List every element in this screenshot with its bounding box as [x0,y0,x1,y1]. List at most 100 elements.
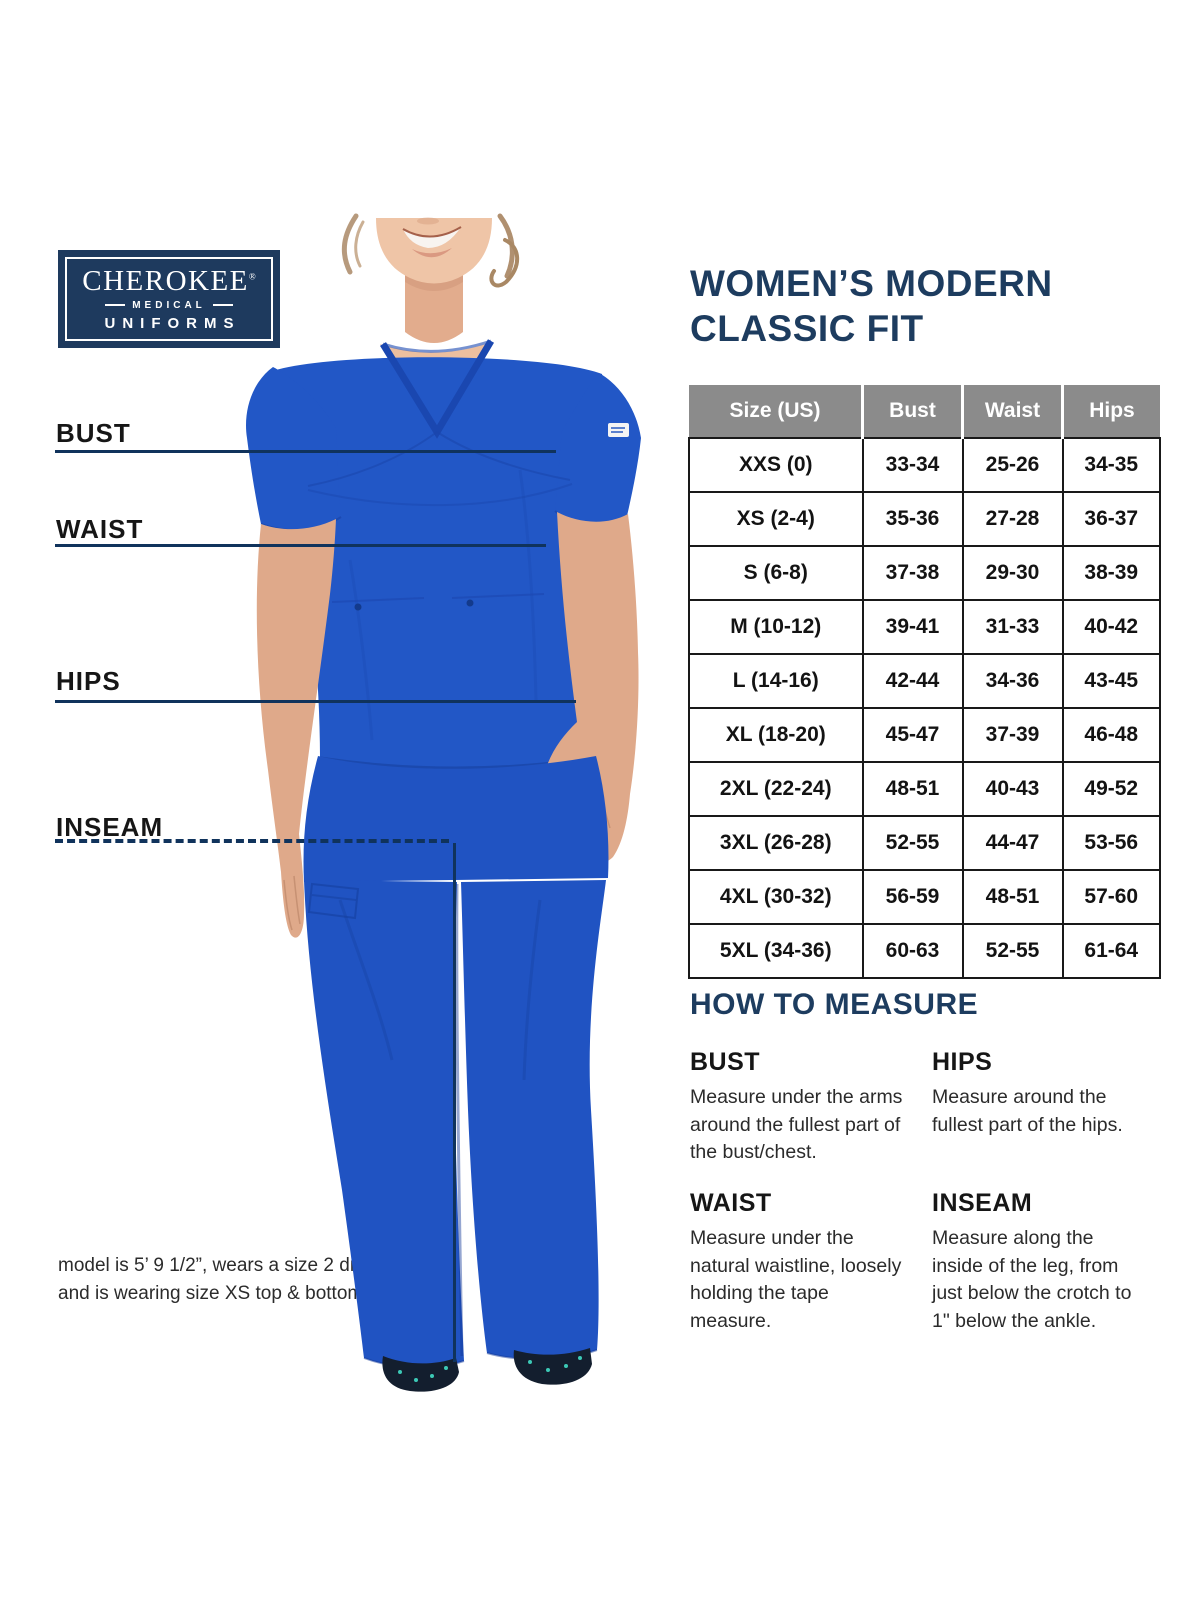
page-title: WOMEN’S MODERN CLASSIC FIT [690,263,1053,349]
scrub-pants [303,756,609,1369]
measure-body: Measure along the inside of the leg, fro… [932,1227,1132,1333]
bust-label: BUST [56,418,131,448]
size-cell: 5XL (34-36) [688,923,864,979]
waist-cell: 37-39 [961,707,1064,763]
logo-left-dash [105,304,126,306]
hips-cell: 57-60 [1061,869,1161,925]
waist-label: WAIST [56,514,144,544]
waist-cell: 34-36 [961,653,1064,709]
measure-body: Measure under the arms around the fulles… [690,1086,903,1164]
smile [403,227,461,248]
bust-cell: 39-41 [861,599,964,655]
table-row: M (10-12) 39-41 31-33 40-42 [688,599,1161,655]
measure-block-inseam: INSEAM Measure along the inside of the l… [932,1189,1152,1336]
hips-cell: 49-52 [1061,761,1161,817]
cargo-pocket [307,882,360,920]
how-to-measure-grid: BUST Measure under the arms around the f… [690,1048,1152,1336]
cherokee-logo-frame: CHEROKEE® MEDICAL UNIFORMS [65,257,273,341]
hips-cell: 43-45 [1061,653,1161,709]
cherokee-logo: CHEROKEE® MEDICAL UNIFORMS [58,250,280,348]
waist-cell: 29-30 [961,545,1064,601]
waist-cell: 44-47 [961,815,1064,871]
hips-measure-line [55,700,576,703]
measure-title: BUST [690,1048,761,1076]
size-cell: 3XL (26-28) [688,815,864,871]
hips-label: HIPS [56,666,121,696]
size-table: Size (US) Bust Waist Hips XXS (0) 33-34 25… [688,385,1161,979]
inseam-measure-dashed-line [55,839,449,843]
waist-cell: 27-28 [961,491,1064,547]
cherokee-logo-medical: MEDICAL [132,299,206,311]
table-row: XS (2-4) 35-36 27-28 36-37 [688,491,1161,547]
model-note-line2: and is wearing size XS top & bottom. [58,1282,369,1304]
size-table-header-hips: Hips [1061,385,1160,438]
table-row: 4XL (30-32) 56-59 48-51 57-60 [688,869,1161,925]
table-row: 2XL (22-24) 48-51 40-43 49-52 [688,761,1161,817]
cherokee-logo-uniforms: UNIFORMS [104,314,241,332]
table-row: 3XL (26-28) 52-55 44-47 53-56 [688,815,1161,871]
waist-cell: 48-51 [961,869,1064,925]
bust-measure-line [55,450,556,453]
size-cell: 2XL (22-24) [688,761,864,817]
measure-title: WAIST [690,1189,772,1218]
measure-body: Measure around the fullest part of the h… [932,1086,1123,1136]
waist-cell: 40-43 [961,761,1064,817]
hips-cell: 38-39 [1061,545,1161,601]
hips-cell: 36-37 [1061,491,1161,547]
waist-cell: 25-26 [961,437,1064,493]
scrub-top [246,339,641,770]
hips-cell: 61-64 [1061,923,1161,979]
bust-cell: 45-47 [861,707,964,763]
cherokee-logo-wordmark: CHEROKEE [82,264,249,297]
model-hair [341,213,520,288]
model-note: model is 5’ 9 1/2”, wears a size 2 dress… [58,1252,386,1307]
hips-cell: 34-35 [1061,437,1161,493]
measure-block-hips: HIPS Measure around the fullest part of … [932,1048,1152,1167]
size-cell: XS (2-4) [688,491,864,547]
nose-shadow [417,217,439,225]
measure-block-waist: WAIST Measure under the natural waistlin… [690,1189,932,1336]
size-cell: XXS (0) [688,437,864,493]
hips-cell: 46-48 [1061,707,1161,763]
bust-cell: 37-38 [861,545,964,601]
table-row: XXS (0) 33-34 25-26 34-35 [688,437,1161,493]
pocket-button [466,599,474,607]
model-note-line1: model is 5’ 9 1/2”, wears a size 2 dress [58,1255,386,1276]
logo-right-dash [212,304,233,306]
waist-cell: 31-33 [961,599,1064,655]
size-cell: 4XL (30-32) [688,869,864,925]
size-table-header-bust: Bust [861,385,963,438]
bust-cell: 48-51 [861,761,964,817]
pocket-button [354,603,362,611]
measure-body: Measure under the natural waistline, loo… [690,1227,902,1333]
inseam-measure-vertical-line [453,843,456,1362]
how-to-measure-heading: HOW TO MEASURE [690,988,979,1021]
model-shoes [382,1348,592,1392]
measure-title: HIPS [932,1048,993,1076]
bust-cell: 60-63 [861,923,964,979]
size-cell: M (10-12) [688,599,864,655]
pocket-seams [331,593,545,603]
measure-title: INSEAM [932,1189,1033,1218]
cherokee-logo-medical-row: MEDICAL [105,300,233,311]
hips-cell: 53-56 [1061,815,1161,871]
waist-measure-line [55,544,546,547]
size-cell: L (14-16) [688,653,864,709]
table-row: 5XL (34-36) 60-63 52-55 61-64 [688,923,1161,979]
inseam-label: INSEAM [56,812,164,842]
cherokee-logo-brand: CHEROKEE® [82,264,256,297]
bust-cell: 56-59 [861,869,964,925]
size-table-header-waist: Waist [961,385,1063,438]
measure-block-bust: BUST Measure under the arms around the f… [690,1048,932,1167]
waist-cell: 52-55 [961,923,1064,979]
registered-mark: ® [248,270,256,281]
model-photo [246,213,641,1392]
bust-cell: 33-34 [861,437,964,493]
sleeve-brand-tag [608,423,629,437]
table-row: S (6-8) 37-38 29-30 38-39 [688,545,1161,601]
size-table-header-size: Size (US) [689,385,863,438]
table-row: L (14-16) 42-44 34-36 43-45 [688,653,1161,709]
table-row: XL (18-20) 45-47 37-39 46-48 [688,707,1161,763]
bust-cell: 52-55 [861,815,964,871]
